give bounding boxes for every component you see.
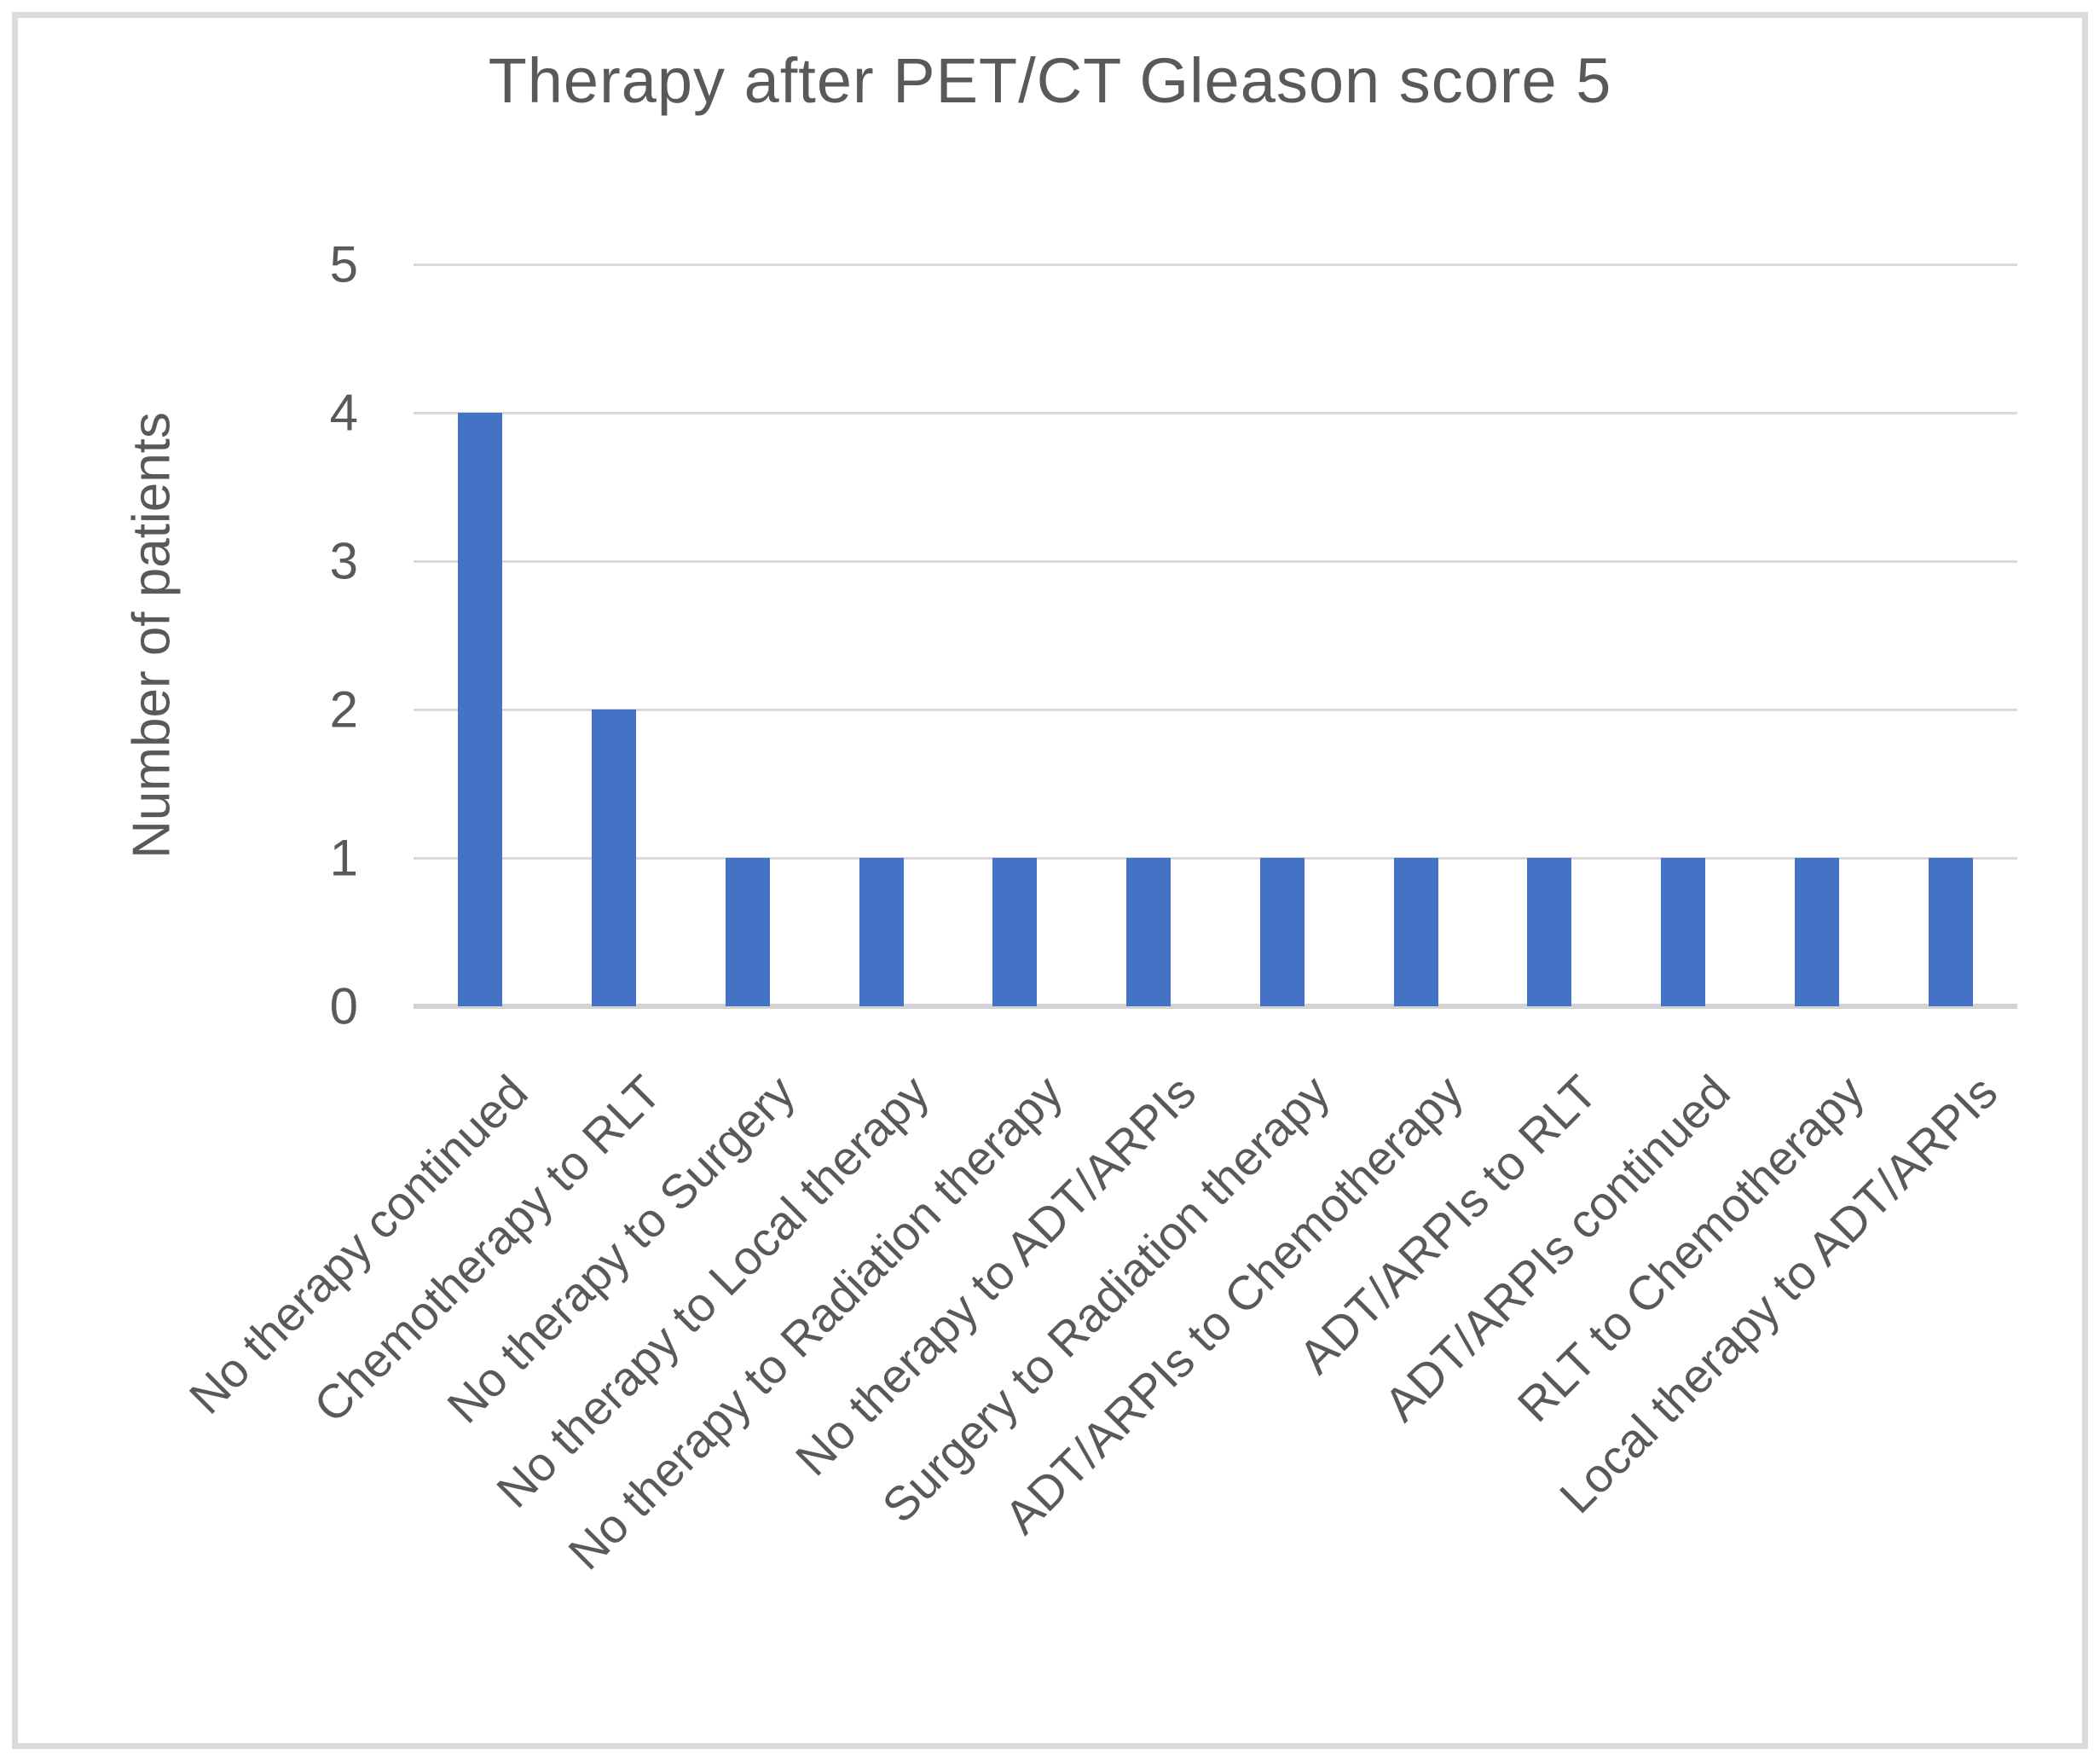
bar-6: [1126, 858, 1171, 1006]
y-tick-label-3: 3: [329, 532, 358, 590]
y-tick-label-0: 0: [329, 977, 358, 1035]
gridline-2: [414, 709, 2017, 711]
bar-11: [1794, 858, 1839, 1006]
y-axis-title: Number of patients: [122, 412, 182, 859]
gridline-5: [414, 264, 2017, 266]
bar-10: [1661, 858, 1706, 1006]
bar-4: [859, 858, 904, 1006]
gridline-4: [414, 412, 2017, 414]
y-tick-label-1: 1: [329, 829, 358, 887]
gridline-3: [414, 560, 2017, 563]
bar-1: [458, 413, 503, 1006]
bar-12: [1928, 858, 1973, 1006]
bar-7: [1259, 858, 1305, 1006]
chart-title: Therapy after PET/CT Gleason score 5: [488, 45, 1612, 116]
y-tick-label-2: 2: [329, 681, 358, 739]
bar-2: [592, 710, 637, 1006]
gridline-1: [414, 857, 2017, 860]
y-tick-label-4: 4: [329, 384, 358, 442]
bar-8: [1393, 858, 1438, 1006]
y-tick-label-5: 5: [329, 235, 358, 293]
bar-5: [992, 858, 1038, 1006]
bar-3: [725, 858, 770, 1006]
bar-9: [1527, 858, 1572, 1006]
x-axis-line: [414, 1004, 2017, 1009]
